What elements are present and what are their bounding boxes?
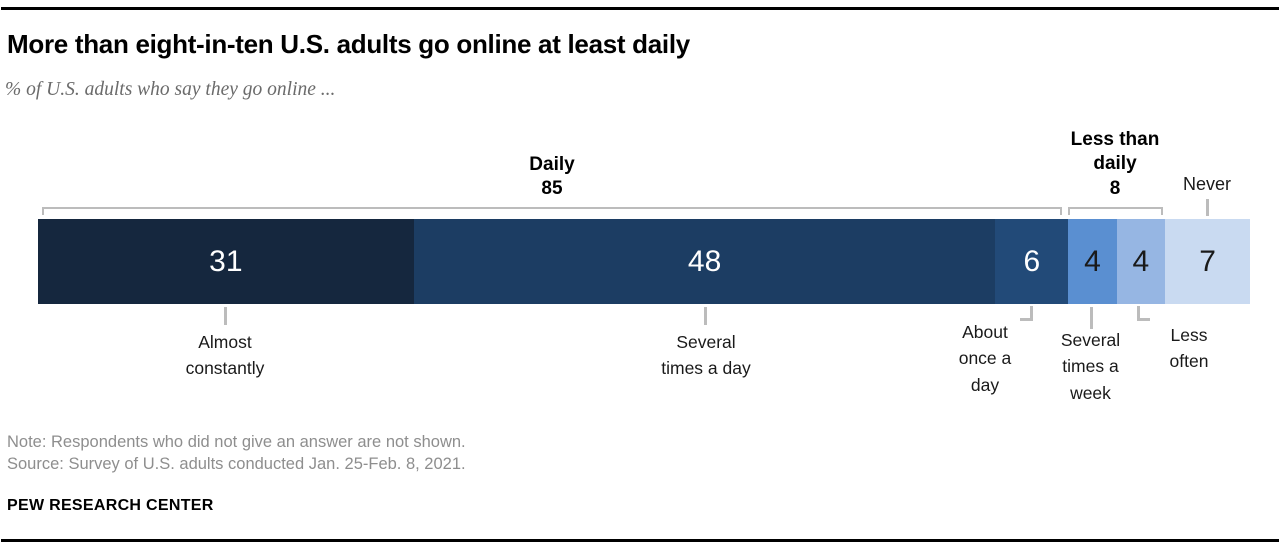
segment-label-several-times-a-week: Several times a week (1060, 330, 1121, 403)
stacked-bar: 31 48 6 4 4 7 (38, 219, 1250, 304)
segment-value-several-times-a-week: 4 (1084, 244, 1101, 278)
top-rule (1, 7, 1279, 10)
never-tick (1206, 199, 1209, 216)
group-daily-value: 85 (541, 178, 563, 200)
chart-source: Source: Survey of U.S. adults conducted … (7, 455, 466, 473)
bar-segment-almost-constantly: 31 (38, 219, 414, 304)
daily-bracket (42, 207, 1062, 215)
segment-value-almost-constantly: 31 (209, 244, 243, 278)
group-daily-text: Daily (529, 154, 575, 175)
bottom-rule (1, 539, 1279, 542)
segment-label-about-once-a-day: About once a day (958, 322, 1012, 395)
almost-constantly-tick (224, 307, 227, 325)
bar-segment-about-once-a-day: 6 (995, 219, 1069, 304)
chart-subtitle: % of U.S. adults who say they go online … (5, 79, 336, 100)
bar-segment-less-often: 4 (1116, 219, 1166, 304)
segment-label-almost-constantly: Almost constantly (185, 332, 265, 379)
segment-value-never: 7 (1199, 244, 1216, 278)
bar-segment-several-times-a-day: 48 (413, 219, 996, 304)
about-once-a-day-connector (1020, 306, 1033, 321)
segment-value-less-often: 4 (1132, 244, 1150, 278)
group-ltd-value: 8 (1109, 177, 1121, 199)
bar-segment-never: 7 (1165, 219, 1250, 304)
several-times-a-day-tick (704, 307, 707, 325)
group-label-daily: Daily 85 (452, 153, 652, 202)
bar-segment-several-times-a-week: 4 (1068, 219, 1117, 304)
group-label-never: Never (1182, 174, 1231, 194)
segment-label-less-often: Less often (1169, 325, 1209, 372)
brand-label: PEW RESEARCH CENTER (7, 497, 214, 514)
segment-value-several-times-a-day: 48 (687, 244, 722, 278)
group-ltd-text: Less than daily (1070, 129, 1160, 175)
page-title: More than eight-in-ten U.S. adults go on… (7, 29, 690, 59)
segment-value-about-once-a-day: 6 (1023, 244, 1041, 278)
several-times-a-week-tick (1090, 307, 1093, 329)
chart-note: Note: Respondents who did not give an an… (7, 433, 466, 451)
less-often-connector (1137, 306, 1150, 321)
group-label-less-than-daily: Less than daily 8 (1065, 128, 1165, 201)
less-than-daily-bracket (1068, 207, 1163, 215)
segment-label-several-times-a-day: Several times a day (661, 332, 751, 379)
